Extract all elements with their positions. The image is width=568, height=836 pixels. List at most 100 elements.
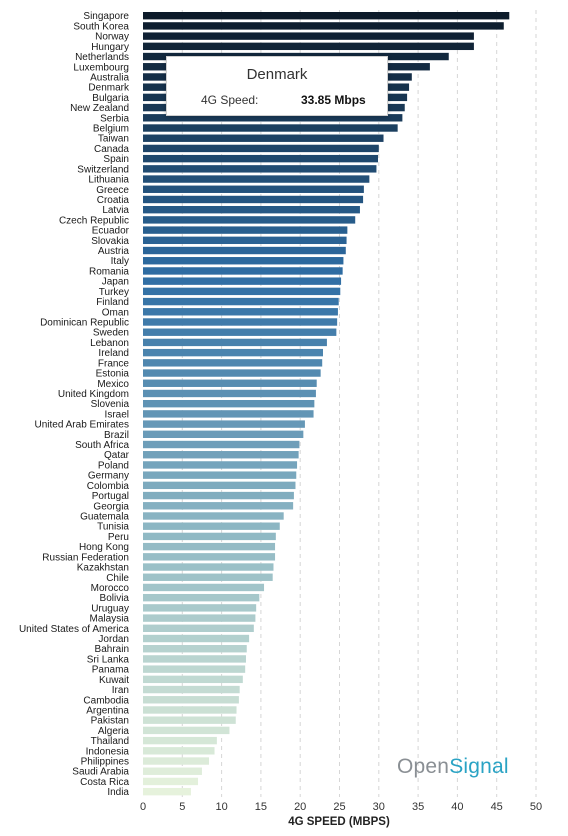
category-label: Uruguay <box>91 603 129 614</box>
category-label: Iran <box>112 685 129 696</box>
bar[interactable] <box>143 675 243 684</box>
bar[interactable] <box>143 216 356 224</box>
category-label: Malaysia <box>90 614 130 625</box>
category-label: Cambodia <box>83 695 129 706</box>
bar[interactable] <box>143 175 370 183</box>
bar[interactable] <box>143 716 236 724</box>
bar[interactable] <box>143 226 348 234</box>
bar[interactable] <box>143 593 260 602</box>
bar[interactable] <box>143 124 398 132</box>
x-tick-label: 20 <box>294 801 306 813</box>
bar[interactable] <box>143 22 504 30</box>
bar[interactable] <box>143 471 297 479</box>
bar[interactable] <box>143 287 341 296</box>
bar[interactable] <box>143 563 274 571</box>
category-label: Hong Kong <box>79 542 129 553</box>
category-label: Bahrain <box>95 644 129 655</box>
bar[interactable] <box>143 502 294 510</box>
bar[interactable] <box>143 297 339 306</box>
bar[interactable] <box>143 634 250 643</box>
bar[interactable] <box>143 165 377 173</box>
bar[interactable] <box>143 583 265 592</box>
bar[interactable] <box>143 491 294 500</box>
bar[interactable] <box>143 542 276 551</box>
bar[interactable] <box>143 236 347 245</box>
category-label: Luxembourg <box>73 62 129 73</box>
bar[interactable] <box>143 767 202 775</box>
bar[interactable] <box>143 461 298 469</box>
bar[interactable] <box>143 348 323 357</box>
bar[interactable] <box>143 205 360 214</box>
bar[interactable] <box>143 369 321 377</box>
bar[interactable] <box>143 747 215 755</box>
bar[interactable] <box>143 665 246 673</box>
bar[interactable] <box>143 440 300 449</box>
bar[interactable] <box>143 318 338 326</box>
bar[interactable] <box>143 42 474 51</box>
bar[interactable] <box>143 655 246 663</box>
bar[interactable] <box>143 451 299 459</box>
bar[interactable] <box>143 430 304 439</box>
category-label: Lebanon <box>90 338 129 349</box>
bar[interactable] <box>143 553 276 561</box>
bar[interactable] <box>143 420 305 428</box>
bar[interactable] <box>143 604 257 612</box>
category-label: Finland <box>96 297 129 308</box>
bar[interactable] <box>143 257 344 265</box>
x-tick-label: 30 <box>373 801 385 813</box>
bar[interactable] <box>143 512 284 520</box>
bar[interactable] <box>143 706 237 714</box>
bar[interactable] <box>143 12 510 20</box>
bar[interactable] <box>143 726 230 735</box>
category-label: Norway <box>95 32 129 43</box>
bar[interactable] <box>143 573 273 581</box>
bar[interactable] <box>143 522 280 530</box>
bar[interactable] <box>143 338 327 347</box>
bar[interactable] <box>143 144 379 153</box>
bar[interactable] <box>143 308 338 316</box>
x-tick-label: 15 <box>255 801 267 813</box>
bar[interactable] <box>143 399 315 408</box>
category-label: Australia <box>90 72 129 83</box>
x-tick-label: 40 <box>451 801 463 813</box>
x-axis-ticks: 0 5 10 15 20 25 30 35 40 45 50 <box>140 801 542 813</box>
bar[interactable] <box>143 787 191 796</box>
bar[interactable] <box>143 267 343 275</box>
bar[interactable] <box>143 246 346 255</box>
bar[interactable] <box>143 736 217 745</box>
category-label: Slovakia <box>91 236 129 247</box>
bar[interactable] <box>143 624 254 632</box>
bar[interactable] <box>143 696 239 704</box>
bar[interactable] <box>143 277 342 285</box>
category-label: Taiwan <box>98 134 129 145</box>
bar[interactable] <box>143 777 199 786</box>
bar[interactable] <box>143 481 296 490</box>
category-label: Costa Rica <box>80 777 129 788</box>
category-label: Saudi Arabia <box>72 767 129 778</box>
category-label: New Zealand <box>70 103 129 114</box>
bar[interactable] <box>143 32 474 40</box>
category-label: Turkey <box>99 287 129 298</box>
bar[interactable] <box>143 685 240 694</box>
bar[interactable] <box>143 154 379 163</box>
bar[interactable] <box>143 410 314 418</box>
bar[interactable] <box>143 645 247 653</box>
bar[interactable] <box>143 532 276 541</box>
x-tick-label: 50 <box>530 801 542 813</box>
x-tick-label: 5 <box>179 801 185 813</box>
category-label: Bolivia <box>100 593 130 604</box>
category-label: Lithuania <box>88 175 129 186</box>
bar[interactable] <box>143 389 316 398</box>
category-label: Switzerland <box>77 164 129 175</box>
bar[interactable] <box>143 328 337 336</box>
category-label: Chile <box>106 573 129 584</box>
bar[interactable] <box>143 379 317 387</box>
bar[interactable] <box>143 757 210 765</box>
bar[interactable] <box>143 134 384 142</box>
bar[interactable] <box>143 614 256 622</box>
bar[interactable] <box>143 114 403 122</box>
bar[interactable] <box>143 185 364 193</box>
bar[interactable] <box>143 359 323 367</box>
bar[interactable] <box>143 195 364 204</box>
category-label: Austria <box>98 246 130 257</box>
